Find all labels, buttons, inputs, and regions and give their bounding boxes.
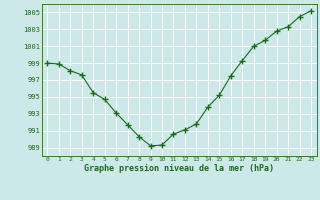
X-axis label: Graphe pression niveau de la mer (hPa): Graphe pression niveau de la mer (hPa) [84, 164, 274, 173]
